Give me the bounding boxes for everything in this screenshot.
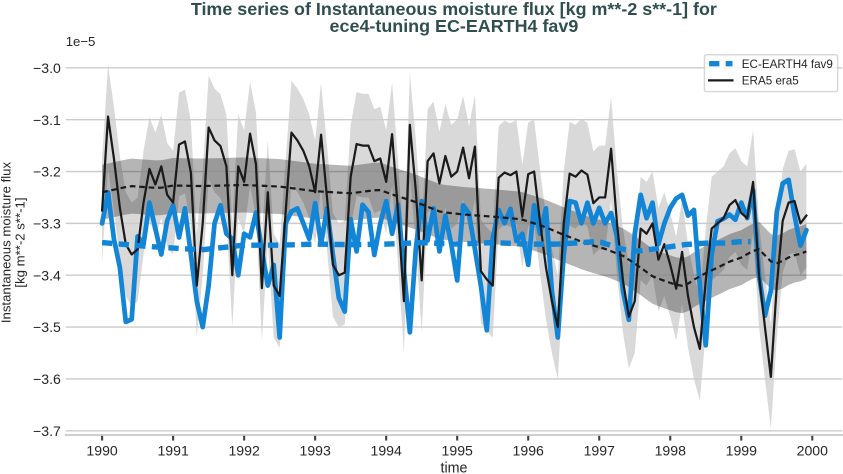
- svg-text:time: time: [440, 460, 467, 474]
- svg-text:−3.2: −3.2: [33, 164, 61, 180]
- svg-text:−3.7: −3.7: [33, 423, 61, 439]
- svg-text:1996: 1996: [513, 443, 544, 459]
- svg-text:1991: 1991: [157, 443, 188, 459]
- svg-text:−3.5: −3.5: [33, 319, 61, 335]
- svg-text:−3.3: −3.3: [33, 215, 61, 231]
- svg-text:1997: 1997: [584, 443, 615, 459]
- svg-text:1993: 1993: [299, 443, 330, 459]
- svg-text:Time series of Instantaneous m: Time series of Instantaneous moisture fl…: [191, 0, 717, 19]
- svg-text:1995: 1995: [442, 443, 473, 459]
- svg-text:1990: 1990: [86, 443, 117, 459]
- svg-text:1e−5: 1e−5: [66, 34, 96, 49]
- svg-text:EC-EARTH4 fav9: EC-EARTH4 fav9: [742, 58, 833, 71]
- svg-text:−3.1: −3.1: [33, 112, 61, 128]
- svg-text:ece4-tuning EC-EARTH4 fav9: ece4-tuning EC-EARTH4 fav9: [330, 16, 579, 36]
- svg-text:1994: 1994: [371, 443, 402, 459]
- svg-text:[kg m**-2 s**-1]: [kg m**-2 s**-1]: [13, 197, 28, 287]
- svg-text:1992: 1992: [228, 443, 259, 459]
- svg-text:2000: 2000: [797, 443, 828, 459]
- svg-text:−3.6: −3.6: [33, 371, 61, 387]
- svg-text:−3.4: −3.4: [33, 267, 61, 283]
- svg-text:1999: 1999: [726, 443, 757, 459]
- svg-text:−3.0: −3.0: [33, 60, 61, 76]
- svg-text:Instantaneous moisture flux: Instantaneous moisture flux: [0, 161, 14, 323]
- svg-text:ERA5 era5: ERA5 era5: [742, 74, 799, 87]
- svg-text:1998: 1998: [655, 443, 686, 459]
